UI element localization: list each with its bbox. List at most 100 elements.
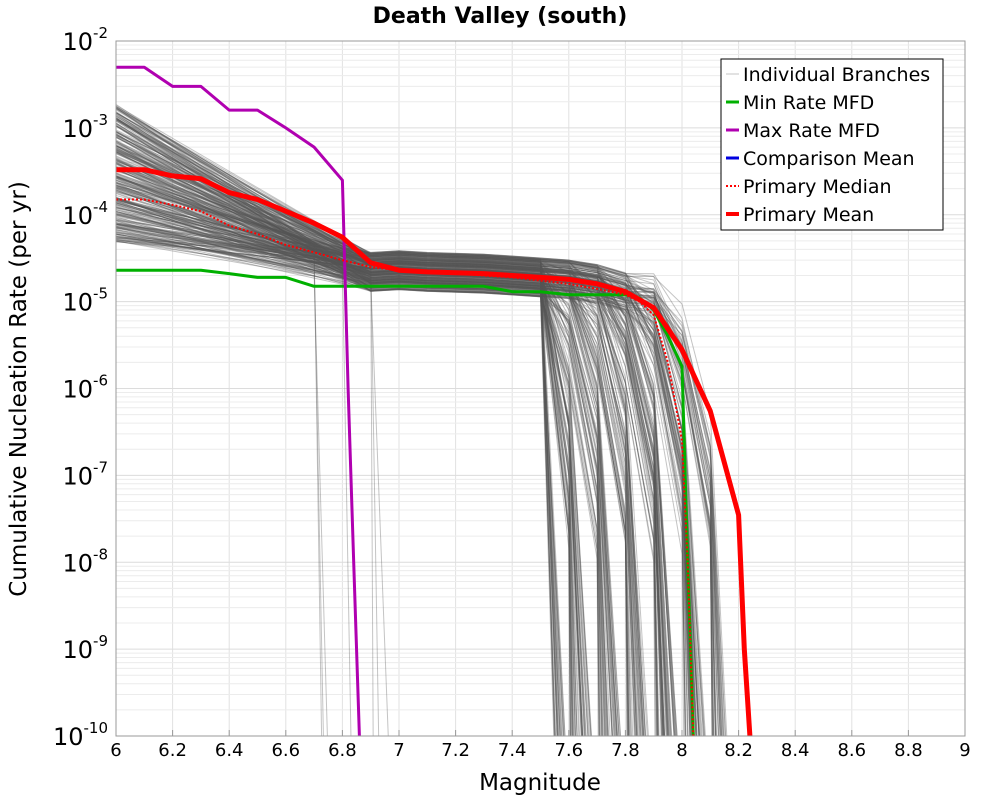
branch-line [116,104,717,736]
branch-line [116,125,565,736]
branch-line [116,158,646,736]
branch-line [116,224,589,736]
branch-line [116,112,599,736]
branch-line [116,181,697,736]
y-tick-label: 10-10 [53,719,108,751]
branch-line [116,109,565,736]
branch-line [116,215,593,736]
branch-line [116,141,613,736]
branch-line [116,145,668,736]
branch-line [116,225,677,736]
branch-line [116,182,702,736]
branch-line [116,208,576,736]
x-tick-label: 6.2 [158,740,187,761]
branch-line [116,234,700,736]
branch-line [116,118,555,736]
x-tick-label: 7.2 [441,740,470,761]
branch-line [116,184,583,736]
branch-line [116,203,659,736]
branch-line [116,223,613,736]
branch-line [116,199,605,736]
branch-line [116,134,603,736]
branch-line [116,117,676,736]
branch-line [116,160,669,736]
branch-line [116,106,685,736]
branch-line [116,124,561,736]
branch-line [116,212,638,736]
branch-line [116,198,573,736]
branch-line [116,184,700,736]
branch-line [116,148,716,736]
branch-line [116,163,720,736]
branch-line [116,136,582,736]
branch-line [116,185,665,736]
branch-line [116,157,666,736]
branch-line [116,132,609,736]
branch-line [116,218,713,736]
branch-line [116,198,630,736]
branch-line [116,119,576,736]
branch-line [116,175,697,736]
branch-line [116,152,695,736]
x-tick-label: 8.2 [724,740,753,761]
branch-line [116,223,559,736]
branch-line [116,231,642,736]
x-tick-label: 8.8 [894,740,923,761]
branch-line [116,116,692,736]
branch-line [116,203,705,736]
branch-line [116,240,671,736]
branch-line [116,184,668,736]
branch-line [116,136,581,736]
branch-line [116,182,649,736]
branch-line [116,145,619,736]
x-axis-ticks: 6 6.2 6.4 6.6 6.8 7 7.2 7.4 7.6 7.8 8 8.2 8.4 8.6 8.8 9 [110,730,971,761]
branch-line [116,133,613,736]
branch-line [116,198,606,736]
branch-line [116,169,644,736]
branch-line [116,187,561,736]
branch-line [116,220,614,736]
branch-line [116,157,558,736]
branch-line [116,191,664,736]
branch-line [116,227,692,736]
branch-line [116,202,582,736]
branch-line [116,216,600,736]
branch-line [116,233,691,736]
x-tick-label: 8.6 [837,740,866,761]
branch-line [116,236,694,736]
branch-line [116,107,693,736]
legend-label: Max Rate MFD [743,120,880,142]
branch-line [116,130,665,736]
branch-line [116,148,686,736]
series-line-min-rate-mfd [116,268,695,736]
branch-line [116,142,669,736]
x-tick-label: 7.4 [498,740,527,761]
branch-line [116,225,698,736]
branch-line [116,182,609,736]
branch-line [116,150,585,736]
branch-line [116,193,636,736]
branch-line [116,114,723,736]
branch-line [116,105,670,736]
y-tick-label: 10-5 [62,285,108,317]
branch-line [116,153,689,736]
branch-line [116,200,615,736]
branch-line [116,134,700,736]
branch-line [116,196,580,736]
grid [115,41,966,737]
x-tick-label: 7.8 [611,740,640,761]
branch-line [116,232,583,736]
y-tick-label: 10-2 [62,24,108,56]
branch-line [116,167,662,736]
main-series [116,65,753,736]
branch-line [116,149,628,736]
y-axis-ticks: 10-10 10-9 10-8 10-7 10-6 10-5 10-4 10-3 10-2 [53,24,108,751]
legend-box [720,58,944,231]
branch-line [116,209,566,736]
branch-line [116,202,574,736]
branch-line [116,156,723,736]
branch-line [116,192,565,736]
branch-line [116,151,606,736]
y-axis-label: Cumulative Nucleation Rate (per yr) [6,181,32,597]
branch-line [116,166,601,736]
